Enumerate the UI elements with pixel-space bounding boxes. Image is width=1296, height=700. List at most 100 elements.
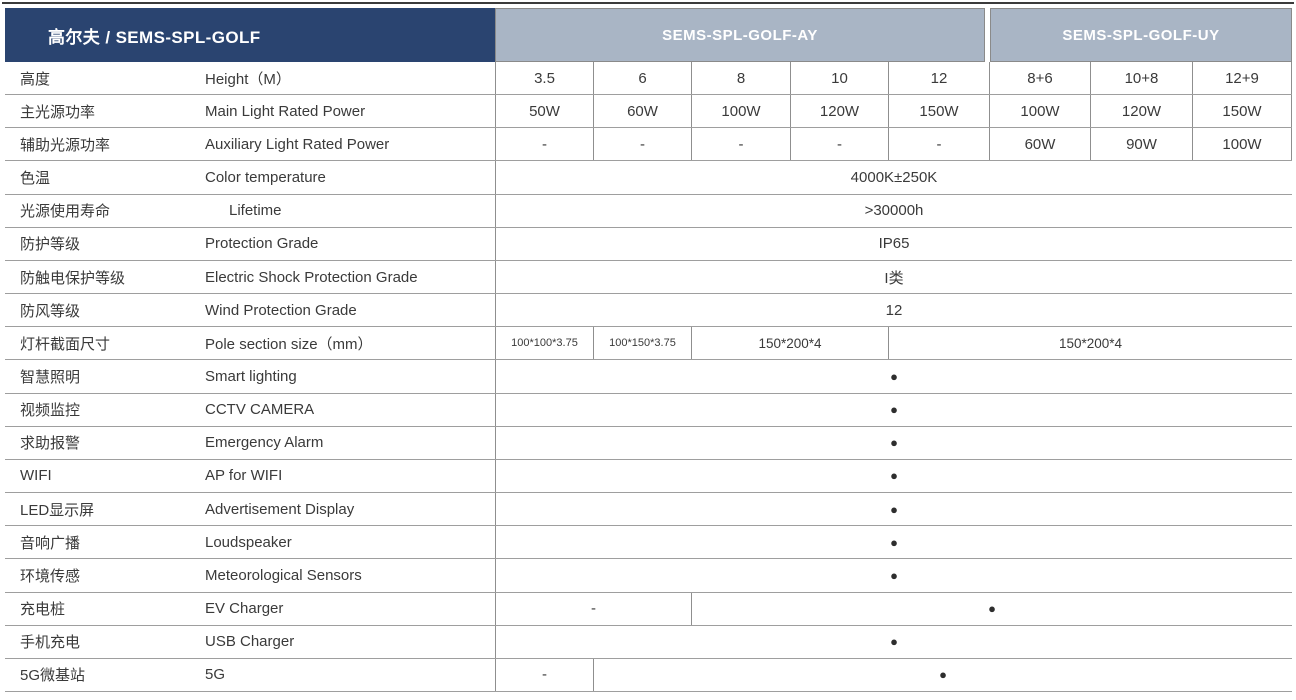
spec-label-cn: 防触电保护等级 — [20, 269, 126, 287]
height-header-cell: 12+9 — [1192, 62, 1292, 95]
row-aux-power: 辅助光源功率 Auxiliary Light Rated Power - - -… — [5, 128, 1292, 162]
feature-dot-cell: ● — [495, 559, 1292, 592]
spec-label: 光源使用寿命 Lifetime — [5, 195, 495, 227]
spec-value-cell: 150*200*4 — [888, 327, 1292, 360]
row-sensors: 环境传感 Meteorological Sensors ● — [5, 559, 1292, 593]
spec-label: LED显示屏 Advertisement Display — [5, 493, 495, 525]
height-header-cell: 6 — [593, 62, 691, 95]
spec-label-cn: 防护等级 — [20, 236, 81, 254]
spec-label-cn: 光源使用寿命 — [20, 203, 111, 221]
spec-label-en: Emergency Alarm — [205, 434, 324, 452]
spec-label: 高度 Height（M） — [5, 62, 495, 94]
spec-label: 充电桩 EV Charger — [5, 593, 495, 625]
row-ev-charger: 充电桩 EV Charger - ● — [5, 592, 1292, 626]
spec-value-cell: 120W — [790, 95, 888, 128]
spec-label: 灯杆截面尺寸 Pole section size（mm） — [5, 327, 495, 359]
spec-label: 防护等级 Protection Grade — [5, 228, 495, 260]
spec-label-cn: 灯杆截面尺寸 — [20, 335, 111, 353]
spec-label-en: USB Charger — [205, 633, 295, 651]
page-title: 高尔夫 / SEMS-SPL-GOLF — [5, 8, 495, 62]
row-color-temp: 色温 Color temperature 4000K±250K — [5, 161, 1292, 195]
spec-value-cell: 100W — [989, 95, 1090, 128]
feature-dot-cell: ● — [495, 526, 1292, 559]
row-usb-charger: 手机充电 USB Charger ● — [5, 625, 1292, 659]
feature-dot-cell: ● — [495, 625, 1292, 658]
spec-label: 辅助光源功率 Auxiliary Light Rated Power — [5, 128, 495, 160]
row-main-power: 主光源功率 Main Light Rated Power 50W 60W 100… — [5, 95, 1292, 129]
spec-label-en: Auxiliary Light Rated Power — [205, 135, 390, 153]
spec-label: 音响广播 Loudspeaker — [5, 526, 495, 558]
spec-label: 求助报警 Emergency Alarm — [5, 427, 495, 459]
spec-label-en: Main Light Rated Power — [205, 102, 366, 120]
row-emergency-alarm: 求助报警 Emergency Alarm ● — [5, 426, 1292, 460]
spec-label: 5G微基站 5G — [5, 659, 495, 691]
height-header-cell: 10+8 — [1090, 62, 1192, 95]
spec-value-cell: - — [790, 128, 888, 161]
spec-label-en: Advertisement Display — [205, 500, 355, 518]
spec-label-cn: 充电桩 — [20, 601, 66, 619]
spec-label-en: Height（M） — [205, 70, 291, 88]
spec-label-cn: 色温 — [20, 170, 51, 188]
row-wind-grade: 防风等级 Wind Protection Grade 12 — [5, 294, 1292, 328]
feature-dot-cell: ● — [495, 393, 1292, 426]
column-group-uy: SEMS-SPL-GOLF-UY — [990, 8, 1292, 62]
spec-value-cell: - — [888, 128, 989, 161]
spec-label: 防风等级 Wind Protection Grade — [5, 294, 495, 326]
spec-table: 高度 Height（M） 3.5 6 8 10 12 8+6 10+8 12+9… — [5, 62, 1292, 692]
spec-label-cn: 辅助光源功率 — [20, 136, 111, 154]
spec-label-en: Meteorological Sensors — [205, 566, 362, 584]
spec-label-en: EV Charger — [205, 600, 284, 618]
spec-label-en: Color temperature — [205, 169, 326, 187]
feature-dot-cell: ● — [495, 493, 1292, 526]
spec-label-en: Loudspeaker — [205, 533, 292, 551]
spec-value-cell: 150*200*4 — [691, 327, 888, 360]
spec-value-cell: - — [495, 658, 593, 691]
row-pole-size: 灯杆截面尺寸 Pole section size（mm） 100*100*3.7… — [5, 327, 1292, 361]
spec-value-merged: IP65 — [495, 227, 1292, 260]
feature-dot-cell: ● — [593, 658, 1292, 691]
feature-dot-cell: ● — [495, 426, 1292, 459]
row-wifi: WIFI AP for WIFI ● — [5, 459, 1292, 494]
spec-value-merged: 12 — [495, 294, 1292, 327]
spec-label: 视频监控 CCTV CAMERA — [5, 394, 495, 426]
spec-label-cn: 视频监控 — [20, 402, 81, 420]
row-shock-protection: 防触电保护等级 Electric Shock Protection Grade … — [5, 260, 1292, 295]
spec-value-cell: 150W — [1192, 95, 1292, 128]
spec-value-cell: - — [691, 128, 790, 161]
height-header-cell: 12 — [888, 62, 989, 95]
spec-label: 智慧照明 Smart lighting — [5, 360, 495, 392]
feature-dot-cell: ● — [495, 360, 1292, 393]
spec-label-cn: 高度 — [20, 70, 51, 88]
row-loudspeaker: 音响广播 Loudspeaker ● — [5, 526, 1292, 560]
spec-label-en: Pole section size（mm） — [205, 335, 373, 353]
spec-label-cn: 主光源功率 — [20, 103, 96, 121]
spec-value-cell: - — [593, 128, 691, 161]
row-lifetime: 光源使用寿命 Lifetime >30000h — [5, 194, 1292, 228]
spec-label-cn: WIFI — [20, 467, 52, 485]
feature-dot-cell: ● — [495, 459, 1292, 493]
spec-label-cn: 求助报警 — [20, 435, 81, 453]
spec-label-en: Wind Protection Grade — [205, 301, 357, 319]
spec-label-en: Lifetime — [229, 202, 282, 220]
top-rule — [2, 2, 1294, 4]
spec-label-cn: 手机充电 — [20, 634, 81, 652]
spec-value-merged: 4000K±250K — [495, 161, 1292, 194]
spec-label: 环境传感 Meteorological Sensors — [5, 559, 495, 591]
row-smart-lighting: 智慧照明 Smart lighting ● — [5, 360, 1292, 394]
spec-label-cn: 环境传感 — [20, 567, 81, 585]
row-5g: 5G微基站 5G - ● — [5, 658, 1292, 692]
spec-label-en: Protection Grade — [205, 235, 319, 253]
spec-value-cell: - — [495, 128, 593, 161]
feature-dot-cell: ● — [691, 592, 1292, 625]
spec-label-cn: 音响广播 — [20, 534, 81, 552]
spec-label-en: AP for WIFI — [205, 467, 283, 485]
spec-label: 主光源功率 Main Light Rated Power — [5, 95, 495, 127]
spec-value-merged: I类 — [495, 260, 1292, 294]
spec-label-en: 5G — [205, 666, 226, 684]
spec-label-cn: 智慧照明 — [20, 368, 81, 386]
spec-label-cn: 5G微基站 — [20, 667, 86, 685]
row-led-display: LED显示屏 Advertisement Display ● — [5, 493, 1292, 527]
spec-value-cell: 100W — [691, 95, 790, 128]
height-header-cell: 8+6 — [989, 62, 1090, 95]
spec-value-cell: - — [495, 592, 691, 625]
